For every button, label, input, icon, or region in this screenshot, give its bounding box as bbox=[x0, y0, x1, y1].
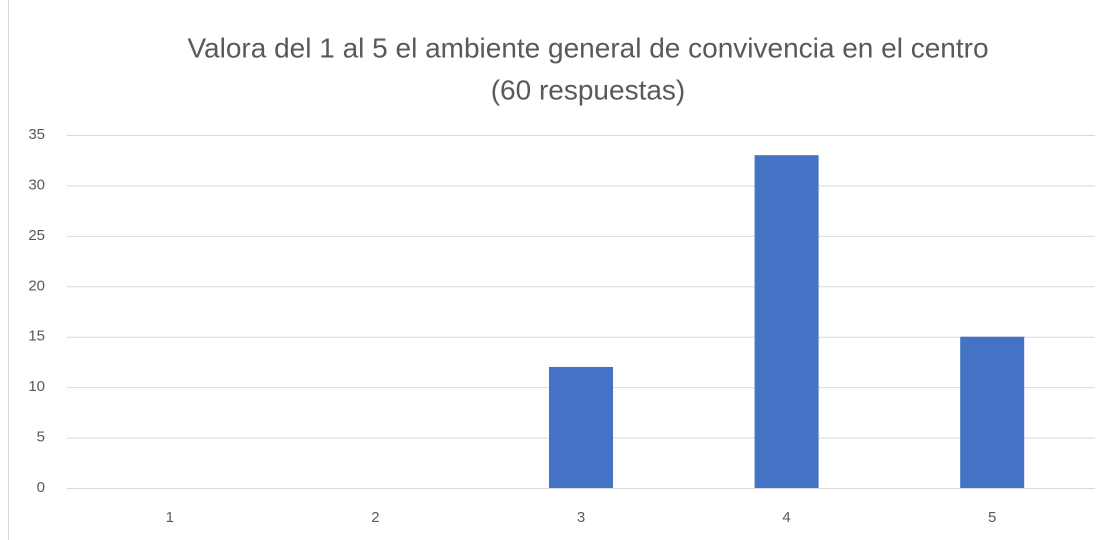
y-tick-label: 20 bbox=[28, 277, 45, 294]
y-tick-label: 5 bbox=[37, 429, 45, 446]
bar bbox=[754, 155, 819, 488]
chart-border bbox=[8, 0, 9, 540]
y-tick-label: 0 bbox=[37, 479, 45, 496]
x-tick-label: 2 bbox=[371, 509, 379, 526]
chart-subtitle: (60 respuestas) bbox=[491, 74, 686, 105]
x-tick-label: 3 bbox=[577, 509, 585, 526]
y-tick-label: 35 bbox=[28, 126, 45, 143]
bar bbox=[549, 366, 613, 488]
y-tick-label: 25 bbox=[28, 227, 45, 244]
y-tick-label: 30 bbox=[28, 176, 45, 193]
y-tick-label: 15 bbox=[28, 328, 45, 345]
y-tick-label: 10 bbox=[28, 378, 45, 395]
bar bbox=[960, 336, 1025, 488]
chart-title: Valora del 1 al 5 el ambiente general de… bbox=[187, 32, 988, 63]
x-tick-label: 5 bbox=[988, 509, 996, 526]
x-tick-label: 1 bbox=[166, 509, 174, 526]
x-tick-label: 4 bbox=[782, 509, 790, 526]
